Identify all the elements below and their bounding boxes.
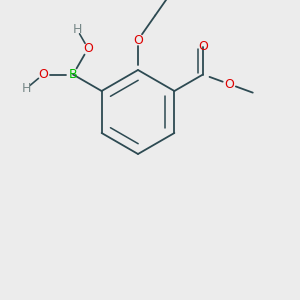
Text: B: B	[69, 68, 77, 81]
Text: O: O	[224, 78, 234, 91]
Text: O: O	[133, 34, 143, 46]
Text: O: O	[198, 40, 208, 53]
Text: H: H	[22, 82, 31, 95]
Text: O: O	[38, 68, 48, 81]
Text: H: H	[72, 23, 82, 36]
Text: O: O	[83, 42, 93, 55]
